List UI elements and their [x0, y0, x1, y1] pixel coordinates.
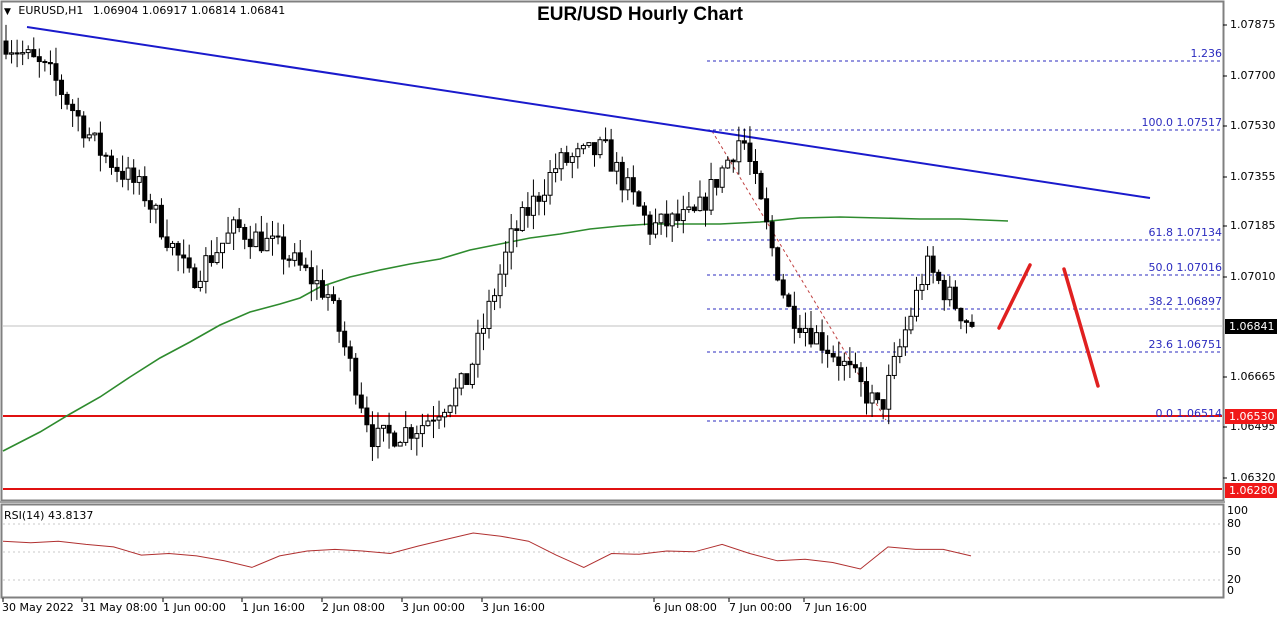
rsi-label: RSI(14) 43.8137 — [4, 509, 94, 522]
chart-title: EUR/USD Hourly Chart — [537, 4, 743, 25]
rsi-tick: 100 — [1227, 504, 1248, 517]
y-tick: 1.07700 — [1230, 69, 1276, 82]
y-tick: 1.06665 — [1230, 370, 1276, 383]
rsi-level-lines — [3, 523, 1222, 581]
x-tick: 1 Jun 00:00 — [163, 601, 226, 614]
y-tick: 1.06320 — [1230, 471, 1276, 484]
forecast-arrow-up — [997, 263, 1032, 330]
symbol-name: EURUSD,H1 — [18, 4, 84, 17]
descending-trendline[interactable] — [26, 26, 1151, 199]
moving-average-line — [2, 216, 1009, 452]
symbol-header: ▼ EURUSD,H1 1.06904 1.06917 1.06814 1.06… — [4, 4, 285, 17]
y-tick: 1.07875 — [1230, 18, 1276, 31]
x-tick: 3 Jun 16:00 — [482, 601, 545, 614]
rsi-tick: 20 — [1227, 573, 1241, 586]
x-tick: 7 Jun 16:00 — [804, 601, 867, 614]
rsi-tick: 50 — [1227, 545, 1241, 558]
fibonacci-levels[interactable] — [707, 60, 1222, 422]
y-tick: 1.07010 — [1230, 270, 1276, 283]
fib-label: 100.0 1.07517 — [1141, 116, 1222, 129]
x-tick: 30 May 2022 — [2, 601, 74, 614]
y-tick: 1.07185 — [1230, 219, 1276, 232]
forecast-arrow-down — [1062, 267, 1100, 388]
y-tick: 1.07355 — [1230, 170, 1276, 183]
support-price-tag: 1.06280 — [1225, 483, 1277, 498]
y-tick: 1.07530 — [1230, 119, 1276, 132]
fib-label: 38.2 1.06897 — [1148, 295, 1222, 308]
x-tick: 31 May 08:00 — [82, 601, 158, 614]
rsi-line — [2, 532, 972, 570]
fib-label: 23.6 1.06751 — [1148, 338, 1222, 351]
support-price-tag: 1.06530 — [1225, 409, 1277, 424]
dropdown-triangle-icon[interactable]: ▼ — [4, 7, 11, 17]
x-tick: 2 Jun 08:00 — [322, 601, 385, 614]
rsi-panel-frame — [0, 503, 1225, 599]
y-axis-ticks — [1223, 24, 1227, 479]
fib-label: 50.0 1.07016 — [1148, 261, 1222, 274]
fib-label: 61.8 1.07134 — [1148, 226, 1222, 239]
x-tick: 6 Jun 08:00 — [654, 601, 717, 614]
candlesticks — [3, 24, 975, 461]
rsi-tick: 80 — [1227, 517, 1241, 530]
x-axis-ticks — [2, 598, 805, 602]
fib-label: 1.236 — [1190, 47, 1223, 60]
ohlc-values: 1.06904 1.06917 1.06814 1.06841 — [92, 4, 286, 17]
x-tick: 1 Jun 16:00 — [242, 601, 305, 614]
fibonacci-anchor-line[interactable] — [711, 130, 887, 421]
x-tick: 7 Jun 00:00 — [729, 601, 792, 614]
current-price-tag: 1.06841 — [1225, 319, 1277, 334]
x-tick: 3 Jun 00:00 — [402, 601, 465, 614]
rsi-tick: 0 — [1227, 584, 1234, 597]
fib-label: 0.0 1.06514 — [1155, 407, 1222, 420]
main-chart-frame — [0, 0, 1225, 502]
